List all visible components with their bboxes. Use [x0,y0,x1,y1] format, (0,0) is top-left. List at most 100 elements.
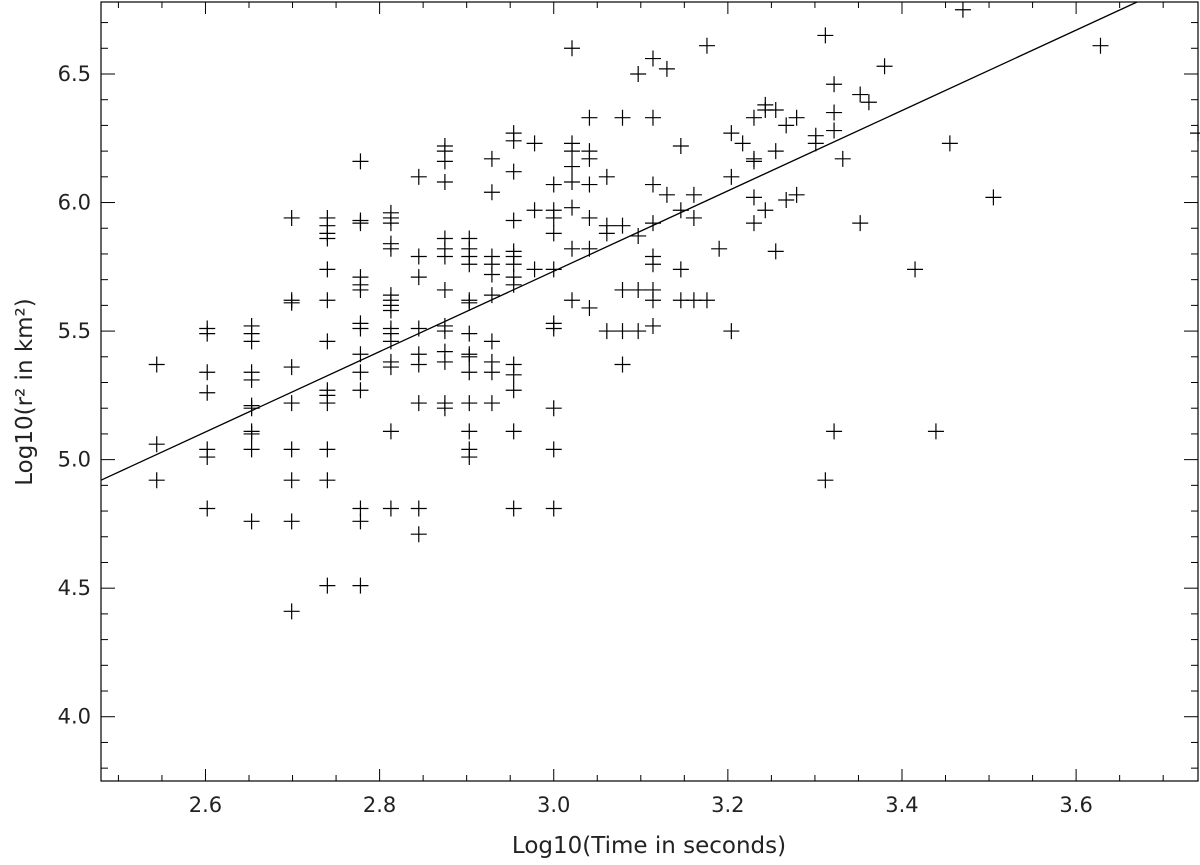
data-point [461,325,478,342]
data-point [283,359,300,376]
data-point [461,294,478,311]
data-point [199,449,216,466]
data-point [745,153,762,170]
data-point [505,366,522,383]
data-point [581,176,598,193]
data-point [644,317,661,334]
y-tick-label: 5.5 [58,319,91,343]
data-point [526,202,543,219]
data-point [545,261,562,278]
data-point [564,173,581,190]
data-point [826,104,843,121]
fit-line [100,1,1138,481]
tick-labels: 2.6 2.8 3.0 3.2 3.4 3.6 4.0 4.5 5.0 5.5 6.0 6.5 [58,62,1093,817]
data-point [461,348,478,365]
data-point [630,323,647,340]
data-point [927,423,944,440]
data-point [723,168,740,185]
data-point [352,382,369,399]
data-point [658,186,675,203]
data-point [382,359,399,376]
data-point [410,395,427,412]
data-point [352,215,369,232]
data-point [461,364,478,381]
data-point [545,441,562,458]
data-point [767,243,784,260]
data-point [581,109,598,126]
data-point [283,513,300,530]
data-point [283,472,300,489]
data-point [807,135,824,152]
data-point [436,353,453,370]
data-point [564,240,581,257]
data-point [1190,125,1200,142]
data-point [483,395,500,412]
data-point [319,441,336,458]
data-point [410,526,427,543]
data-point [505,132,522,149]
data-point [564,199,581,216]
data-point [436,248,453,265]
data-point [505,500,522,517]
data-point [817,472,834,489]
data-point [614,217,631,234]
data-point [644,256,661,273]
x-tick-label: 2.8 [363,793,396,817]
data-point [319,395,336,412]
data-point [826,122,843,139]
data-point [941,135,958,152]
data-point [876,58,893,75]
data-point [483,150,500,167]
data-point [483,287,500,304]
data-point [436,281,453,298]
data-point [382,333,399,350]
y-tick-label: 4.5 [58,576,91,600]
data-point [436,153,453,170]
y-axis-label: Log10(r² in km²) [12,298,38,486]
data-point [564,292,581,309]
data-point [148,436,165,453]
data-point [410,320,427,337]
data-point [352,153,369,170]
data-point [767,101,784,118]
x-tick-label: 2.6 [189,793,222,817]
data-point [545,500,562,517]
y-tick-label: 6.0 [58,191,91,215]
data-point [581,209,598,226]
data-point [630,65,647,82]
data-point [283,441,300,458]
data-point [505,276,522,293]
data-point [614,356,631,373]
data-point [505,423,522,440]
data-point [352,346,369,363]
data-point [545,225,562,242]
data-point [243,441,260,458]
data-point [985,189,1002,206]
data-point [410,500,427,517]
data-point [382,240,399,257]
data-point [954,1,971,18]
data-point [745,215,762,232]
data-point [852,215,869,232]
data-point [860,94,877,111]
data-point [598,225,615,242]
y-tick-label: 6.5 [58,62,91,86]
data-point [243,371,260,388]
data-point [907,261,924,278]
data-point [483,333,500,350]
data-point [243,333,260,350]
data-point [410,269,427,286]
data-point [788,109,805,126]
data-point [461,395,478,412]
data-point [410,248,427,265]
data-point [564,143,581,160]
data-point [545,209,562,226]
data-point [778,117,795,134]
data-point [382,500,399,517]
data-point [461,256,478,273]
data-point [698,37,715,54]
data-point [352,513,369,530]
data-point [672,202,689,219]
data-point [526,135,543,152]
data-point [711,240,728,257]
